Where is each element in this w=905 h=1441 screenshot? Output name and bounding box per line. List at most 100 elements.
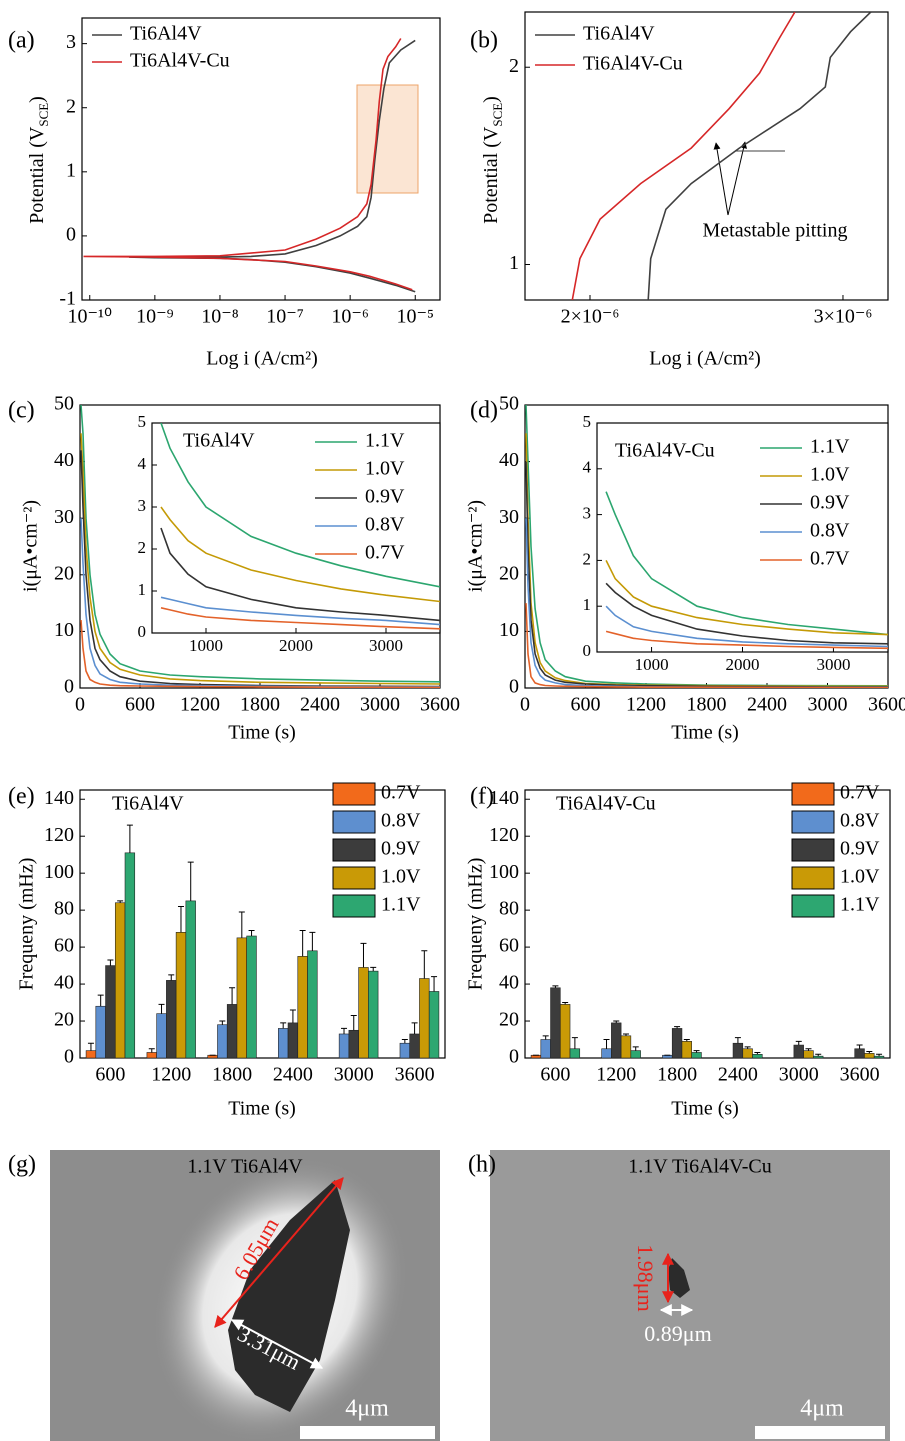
legend-label: Ti6Al4V-Cu — [130, 50, 230, 72]
image-caption: 1.1V Ti6Al4V — [187, 1156, 303, 1178]
plot-frame — [79, 789, 446, 1059]
x-tick-label: 3000 — [816, 655, 850, 674]
bar — [559, 1004, 571, 1059]
error-bar — [97, 994, 104, 1007]
y-tick-label: 5 — [138, 412, 147, 431]
bar — [166, 980, 177, 1059]
panel-label: (b) — [470, 28, 498, 54]
series-line — [525, 603, 888, 688]
bar — [854, 1048, 865, 1059]
error-bar — [187, 861, 194, 901]
x-tick-label: 1000 — [635, 655, 669, 674]
y-tick-label: 20 — [54, 1009, 74, 1031]
x-axis-label: Time (s) — [228, 1098, 296, 1120]
y-tick-label: 0 — [583, 641, 592, 660]
inset-title: Ti6Al4V — [183, 430, 255, 452]
x-tick-label: 10⁻⁵ — [396, 306, 434, 328]
error-bar — [219, 1020, 226, 1025]
bar — [864, 1053, 875, 1059]
panel-label: (e) — [8, 784, 35, 810]
bar — [691, 1052, 702, 1059]
error-bar — [622, 1033, 629, 1036]
x-tick-label: 10⁻⁶ — [331, 306, 369, 328]
error-bar — [350, 1014, 357, 1031]
bar — [236, 937, 247, 1059]
image-caption: 1.1V Ti6Al4V-Cu — [628, 1156, 771, 1178]
error-bar — [238, 911, 245, 938]
bar — [428, 991, 440, 1059]
bar — [620, 1035, 632, 1059]
bar — [246, 935, 257, 1059]
bar — [114, 902, 126, 1059]
error-bar — [411, 1022, 418, 1034]
y-axis-label-part: ) — [26, 96, 48, 103]
x-axis-label: Time (s) — [671, 722, 739, 744]
scale-bar — [755, 1426, 885, 1439]
y-tick-label: 0 — [66, 224, 76, 246]
x-tick-label: 10⁻⁹ — [136, 306, 174, 328]
y-tick-label: 80 — [499, 898, 519, 920]
y-tick-label: 80 — [54, 898, 74, 920]
x-tick-label: 1800 — [687, 694, 727, 716]
x-tick-label: 10⁻⁸ — [201, 306, 239, 328]
error-bar — [603, 1039, 610, 1049]
panel-label: (c) — [8, 398, 35, 424]
series-line — [160, 506, 440, 603]
legend-label: Ti6Al4V-Cu — [583, 53, 683, 75]
x-tick-label: 2000 — [726, 655, 760, 674]
x-tick-label: 2×10⁻⁶ — [561, 306, 620, 328]
x-tick-label: 600 — [540, 1064, 570, 1086]
bar — [146, 1052, 157, 1059]
measurement: 1.98μm — [633, 1244, 658, 1311]
error-bar — [177, 905, 184, 933]
series-line — [80, 405, 440, 683]
error-bar — [683, 1039, 690, 1042]
plot-frame — [524, 789, 891, 1059]
error-bar — [754, 1051, 761, 1055]
inset-title: Ti6Al4V-Cu — [615, 440, 715, 462]
x-tick-label: 3000 — [360, 694, 400, 716]
error-bar — [815, 1053, 822, 1057]
series-line — [605, 630, 888, 650]
y-tick-label: 20 — [54, 562, 74, 584]
panel-label: (h) — [468, 1152, 496, 1178]
x-tick-label: 0 — [75, 694, 85, 716]
y-tick-label: 10 — [499, 619, 519, 641]
y-tick-label: 5 — [583, 412, 592, 431]
error-bar — [289, 1009, 296, 1023]
bar — [813, 1055, 824, 1059]
y-axis-label: Potential (VSCE) — [26, 96, 52, 224]
bar — [419, 978, 430, 1059]
y-axis-label: Potential (VSCE) — [480, 96, 506, 224]
x-axis-label: Time (s) — [671, 1098, 739, 1120]
error-bar — [866, 1051, 873, 1054]
x-tick-label: 3×10⁻⁶ — [814, 306, 873, 328]
y-tick-label: 140 — [489, 787, 519, 809]
bar — [105, 965, 116, 1059]
y-tick-label: 3 — [583, 504, 592, 523]
bar — [185, 900, 196, 1059]
y-axis-label: Frequeny (mHz) — [16, 858, 38, 991]
bar — [681, 1041, 692, 1059]
error-bar — [341, 1027, 348, 1034]
panel-label: (f) — [470, 784, 494, 810]
x-tick-label: 3600 — [420, 694, 460, 716]
arrow — [727, 141, 747, 216]
legend-label: 1.0V — [365, 458, 405, 480]
y-axis-label: Frequeny (mHz) — [465, 858, 487, 991]
scale-bar — [300, 1426, 435, 1439]
bar — [95, 1005, 106, 1059]
x-tick-label: 3600 — [868, 694, 905, 716]
chart-text: Ti6Al4V-Cu — [556, 793, 656, 815]
bar — [217, 1024, 228, 1059]
legend-label: 1.0V — [381, 866, 421, 888]
bar — [85, 1050, 97, 1059]
legend-swatch — [332, 866, 376, 890]
y-tick-label: 100 — [44, 861, 74, 883]
legend-label: 0.7V — [810, 548, 850, 570]
x-tick-label: 2400 — [718, 1064, 758, 1086]
y-tick-label: 3 — [66, 31, 76, 53]
y-tick-label: 140 — [44, 787, 74, 809]
y-tick-label: 50 — [54, 393, 74, 415]
